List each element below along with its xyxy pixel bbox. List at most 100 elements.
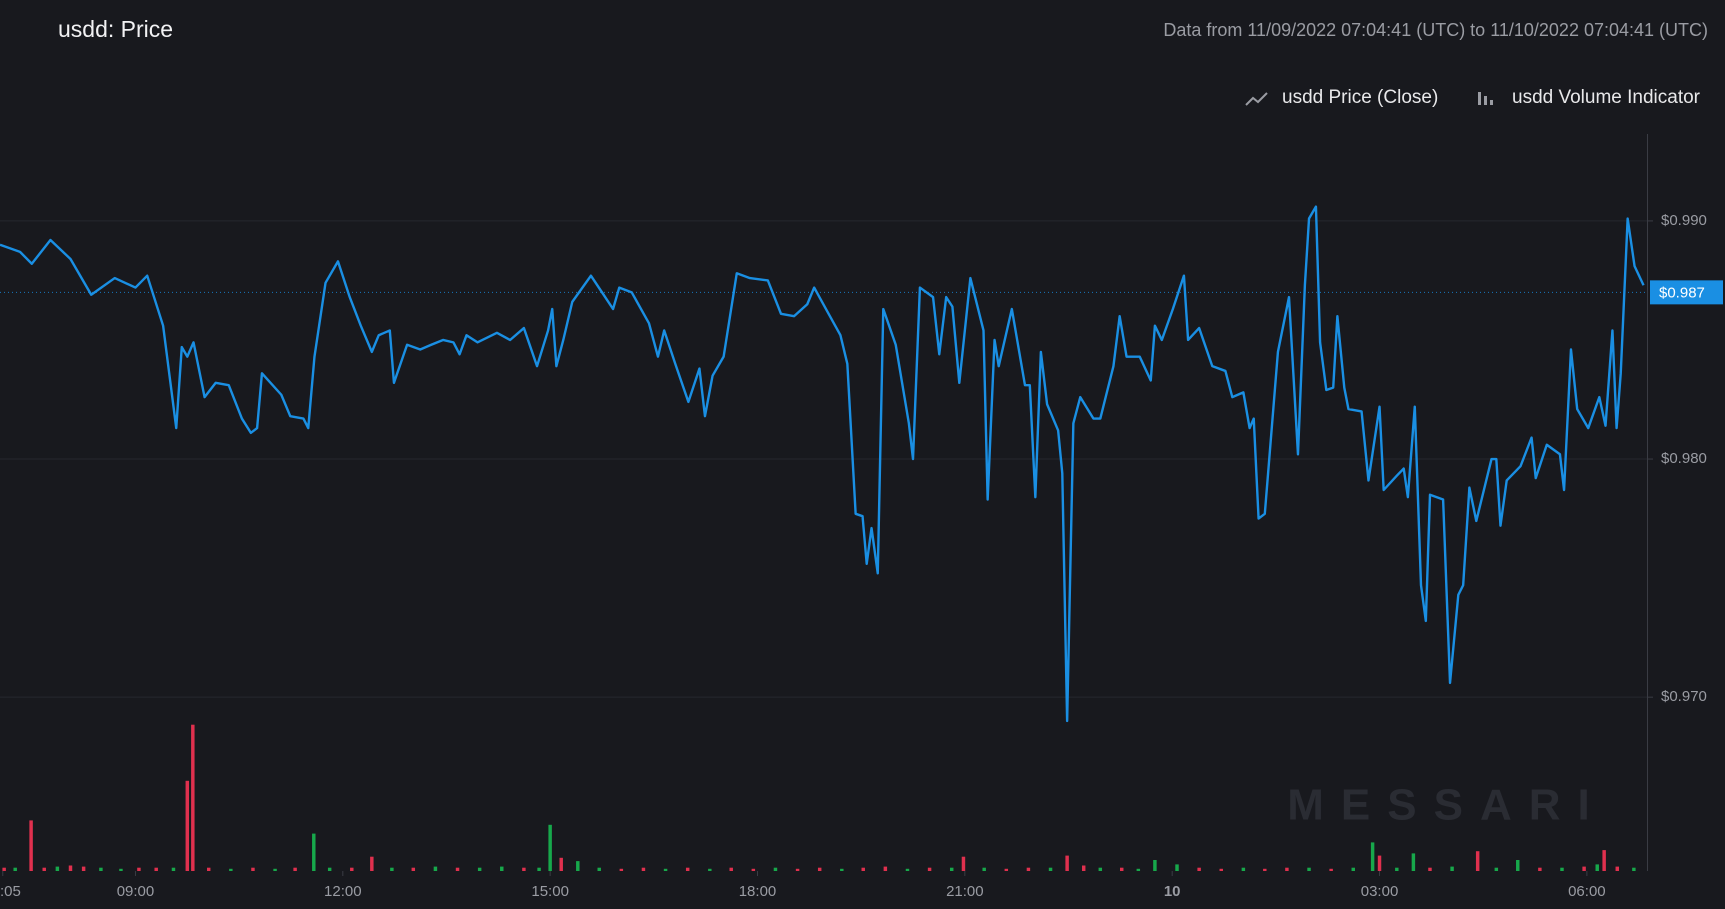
volume-bar — [1136, 868, 1141, 871]
volume-bar — [206, 867, 211, 871]
volume-bar — [559, 857, 563, 871]
volume-bar — [1004, 868, 1009, 871]
legend-line-icon — [1245, 92, 1268, 106]
volume-bar — [185, 780, 190, 871]
volume-bar — [1329, 868, 1333, 871]
volume-bar — [1494, 867, 1499, 871]
volume-bar — [1516, 860, 1520, 871]
volume-bar — [729, 867, 733, 871]
x-tick-label: 03:00 — [1361, 883, 1399, 900]
x-tick-label: 06:00 — [1568, 883, 1606, 900]
legend: usdd Price (Close) usdd Volume Indicator — [1245, 87, 1701, 108]
last-value-tag — [1650, 280, 1723, 305]
volume-bar — [927, 867, 932, 871]
volume-bar — [81, 866, 86, 871]
volume-bar — [327, 867, 332, 871]
volume-bar — [1411, 853, 1416, 871]
volume-bar — [1602, 850, 1606, 871]
volume-bar — [1197, 867, 1201, 871]
volume-bar — [433, 866, 438, 871]
volume-bar — [795, 868, 800, 871]
volume-bar — [1370, 842, 1375, 871]
y-tick-label: $0.980 — [1661, 450, 1707, 467]
volume-bar — [641, 867, 646, 871]
volume-bar — [1219, 868, 1223, 871]
volume-bar — [982, 867, 986, 871]
last-value-label: $0.987 — [1659, 284, 1705, 301]
volume-bar — [1026, 867, 1031, 871]
volume-bar — [840, 868, 844, 871]
volume-bar — [312, 833, 316, 871]
chart-title: usdd: Price — [58, 16, 173, 42]
watermark: MESSARI — [1287, 781, 1606, 830]
volume-bar — [548, 824, 552, 871]
volume-bar — [1560, 867, 1564, 871]
volume-bar — [229, 868, 233, 871]
legend-label[interactable]: usdd Volume Indicator — [1512, 87, 1701, 108]
volume-bar — [1241, 867, 1246, 871]
volume-bar — [1615, 866, 1620, 871]
volume-bar — [370, 856, 374, 871]
volume-bar — [751, 868, 756, 871]
volume-bar — [154, 867, 158, 871]
volume-bar — [949, 867, 954, 871]
volume-bar — [1538, 867, 1542, 871]
volume-bar — [1263, 868, 1267, 871]
volume-bar — [773, 867, 778, 871]
legend-bar-icon — [1490, 100, 1493, 105]
y-tick-label: $0.970 — [1661, 688, 1707, 705]
price-line — [0, 205, 1645, 723]
volume-bar — [1120, 867, 1124, 871]
y-tick-label: $0.990 — [1661, 212, 1707, 229]
volume-bar — [1175, 864, 1179, 871]
volume-bar — [961, 856, 966, 871]
volume-bar — [1351, 867, 1355, 871]
volume-bar — [350, 867, 354, 871]
volume-bar — [411, 867, 416, 871]
volume-bar — [1395, 867, 1399, 871]
volume-bar — [708, 868, 712, 871]
volume-bar — [1285, 867, 1289, 871]
volume-bar — [390, 867, 394, 871]
legend-label[interactable]: usdd Price (Close) — [1282, 87, 1438, 108]
volume-bar — [905, 868, 910, 871]
volume-bar — [619, 868, 624, 871]
volume-bar — [2, 867, 6, 871]
volume-bar — [537, 867, 541, 871]
volume-bar — [273, 868, 277, 871]
volume-bar — [1065, 855, 1069, 871]
volume-bar — [1081, 865, 1086, 871]
volume-bar — [191, 724, 195, 871]
volume-bar — [663, 868, 668, 871]
x-tick-label: 21:00 — [946, 883, 984, 900]
x-tick-label: 12:00 — [324, 883, 362, 900]
volume-bar — [1582, 866, 1586, 871]
volume-bar — [1153, 860, 1157, 871]
volume-bar — [99, 867, 103, 871]
x-tick-label: 18:00 — [739, 883, 777, 900]
volume-bar — [293, 867, 297, 871]
volume-bar — [171, 867, 176, 871]
volume-bar — [1048, 867, 1053, 871]
volume-bar — [1475, 851, 1480, 871]
volume-bar — [1307, 867, 1311, 871]
volume-bar — [119, 868, 123, 871]
x-tick-label: 10 — [1164, 883, 1181, 900]
volume-bar — [1595, 864, 1599, 871]
volume-bar — [137, 867, 141, 871]
volume-bar — [13, 867, 17, 871]
volume-bar — [500, 866, 504, 871]
chart-subtitle: Data from 11/09/2022 07:04:41 (UTC) to 1… — [1163, 20, 1708, 40]
legend-bar-icon — [1478, 92, 1481, 105]
x-tick-label: 15:00 — [531, 883, 569, 900]
volume-bar — [68, 865, 73, 871]
volume-bar — [55, 866, 60, 871]
volume-bar — [576, 861, 580, 871]
volume-bar — [817, 867, 822, 871]
volume-bar — [1428, 867, 1432, 871]
x-tick-label: 09:00 — [117, 883, 155, 900]
volume-bar — [1098, 867, 1103, 871]
